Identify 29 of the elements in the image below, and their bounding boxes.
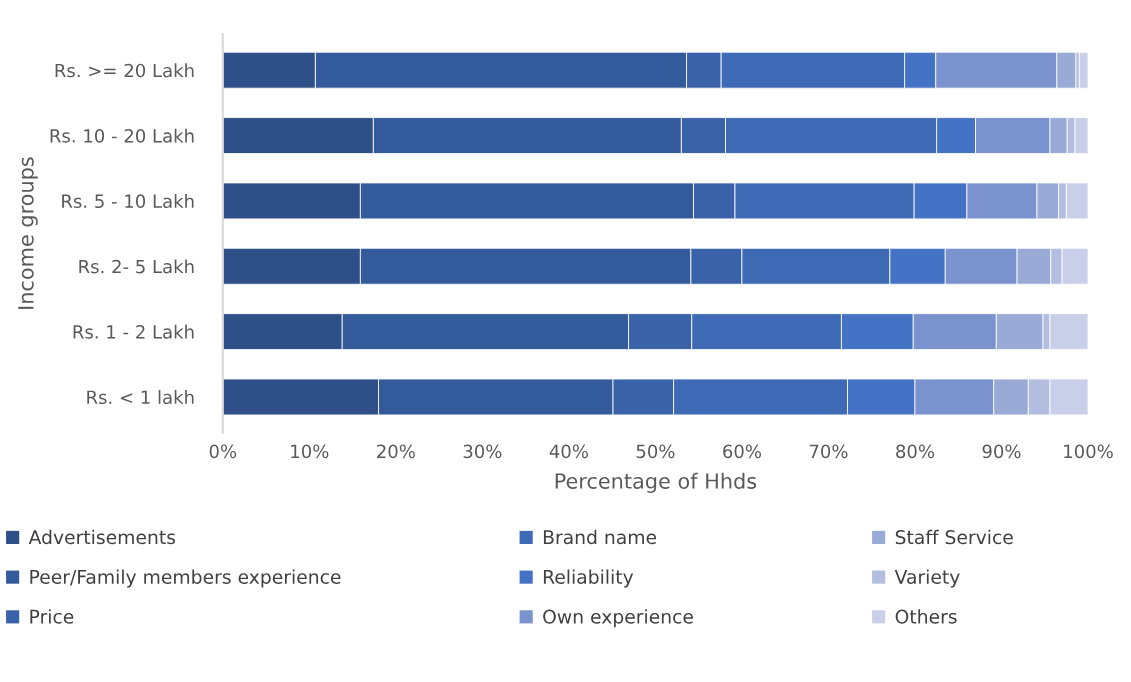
x-tick-label: 0% <box>209 444 237 459</box>
x-tick-label: 60% <box>723 444 762 459</box>
legend-label: Own experience <box>543 609 693 628</box>
y-tick-label: Rs. 10 - 20 Lakh <box>50 128 194 143</box>
y-tick-label: Rs. 5 - 10 Lakh <box>62 194 194 209</box>
legend-label: Price <box>30 609 74 624</box>
y-tick-label: Rs. 2- 5 Lakh <box>79 259 194 274</box>
x-tick-label: 20% <box>377 444 415 459</box>
x-tick-label: 70% <box>809 444 848 459</box>
legend-label: Reliability <box>543 569 634 588</box>
legend-label: Brand name <box>543 529 657 545</box>
y-axis-title: Income groups <box>18 157 38 309</box>
x-tick-label: 10% <box>291 444 329 459</box>
bar <box>1078 51 1089 89</box>
y-tick-label: Rs. >= 20 Lakh <box>55 63 194 78</box>
legend-label: Variety <box>894 569 960 588</box>
x-tick-label: 50% <box>636 444 675 459</box>
legend-label: Peer/Family members experience <box>30 569 341 588</box>
y-tick-label: Rs. < 1 lakh <box>87 390 194 405</box>
x-tick-label: 90% <box>982 444 1021 459</box>
x-tick-label: 100% <box>1064 444 1113 459</box>
x-tick-label: 40% <box>549 444 588 459</box>
legend-label: Staff Service <box>895 529 1013 545</box>
x-tick-label: 30% <box>463 444 502 459</box>
legend-label: Others <box>895 609 957 624</box>
y-tick-label: Rs. 1 - 2 Lakh <box>73 324 194 339</box>
x-axis-title: Percentage of Hhds <box>555 472 757 493</box>
x-tick-label: 80% <box>896 444 935 459</box>
legend-label: Advertisements <box>28 529 176 545</box>
